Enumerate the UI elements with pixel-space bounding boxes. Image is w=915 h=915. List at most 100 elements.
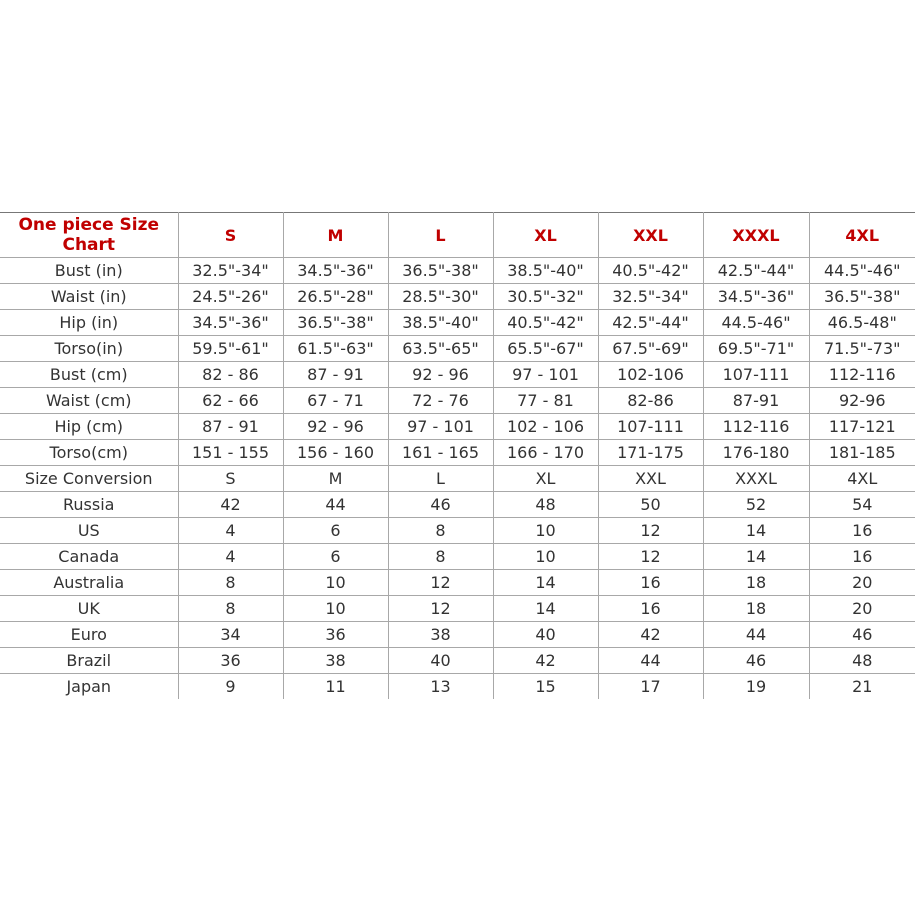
table-cell: 19 [702, 673, 810, 699]
row-label: Hip (cm) [0, 413, 179, 440]
table-cell: 34.5"-36" [282, 257, 389, 284]
table-cell: 30.5"-32" [492, 283, 599, 310]
table-cell: 50 [597, 491, 704, 518]
table-row: Brazil 36 38 40 42 44 46 48 [0, 647, 915, 674]
table-cell: 92-96 [808, 387, 915, 414]
table-cell: 54 [808, 491, 915, 518]
table-cell: 107-111 [702, 361, 810, 388]
table-cell: 11 [282, 673, 389, 699]
table-cell: 42 [177, 491, 284, 518]
table-cell: 36.5"-38" [282, 309, 389, 336]
table-cell: 14 [702, 543, 810, 570]
table-row: Torso(cm) 151 - 155 156 - 160 161 - 165 166 … [0, 439, 915, 466]
row-label: Canada [0, 543, 179, 570]
size-header-l: L [387, 212, 494, 258]
table-cell: 14 [702, 517, 810, 544]
table-cell: 12 [387, 595, 494, 622]
table-cell: 38 [387, 621, 494, 648]
size-header-4xl: 4XL [808, 212, 915, 258]
table-cell: 36.5"-38" [387, 257, 494, 284]
table-cell: 8 [387, 543, 494, 570]
table-row: Torso(in) 59.5"-61" 61.5"-63" 63.5"-65" 65.5… [0, 335, 915, 362]
table-cell: 72 - 76 [387, 387, 494, 414]
table-cell: 67 - 71 [282, 387, 389, 414]
table-cell: 102-106 [597, 361, 704, 388]
table-cell: 14 [492, 569, 599, 596]
row-label: Japan [0, 673, 179, 699]
table-cell: 82 - 86 [177, 361, 284, 388]
table-cell: 151 - 155 [177, 439, 284, 466]
table-cell: 6 [282, 517, 389, 544]
size-chart-table: One piece Size Chart S M L XL XXL XXXL 4… [0, 212, 915, 699]
table-cell: 20 [808, 595, 915, 622]
table-cell: 4 [177, 517, 284, 544]
table-cell: 8 [387, 517, 494, 544]
table-row: Hip (cm) 87 - 91 92 - 96 97 - 101 102 - 106 1… [0, 413, 915, 440]
table-cell: 40.5"-42" [597, 257, 704, 284]
table-cell: 16 [808, 543, 915, 570]
table-cell: 59.5"-61" [177, 335, 284, 362]
table-cell: 24.5"-26" [177, 283, 284, 310]
table-cell: 46 [808, 621, 915, 648]
table-cell: 12 [387, 569, 494, 596]
table-cell: 61.5"-63" [282, 335, 389, 362]
table-cell: 46 [702, 647, 810, 674]
table-cell: 6 [282, 543, 389, 570]
table-row: Size Conversion S M L XL XXL XXXL 4XL [0, 465, 915, 492]
row-label: Bust (in) [0, 257, 179, 284]
size-header-xl: XL [492, 212, 599, 258]
table-cell: 14 [492, 595, 599, 622]
table-cell: 87 - 91 [282, 361, 389, 388]
table-row: US 4 6 8 10 12 14 16 [0, 517, 915, 544]
table-cell: 4XL [808, 465, 915, 492]
table-cell: 52 [702, 491, 810, 518]
row-label: Torso(in) [0, 335, 179, 362]
table-cell: 48 [492, 491, 599, 518]
table-cell: 18 [702, 595, 810, 622]
table-cell: 38 [282, 647, 389, 674]
table-cell: 42.5"-44" [597, 309, 704, 336]
row-label: Hip (in) [0, 309, 179, 336]
table-cell: S [177, 465, 284, 492]
table-cell: 181-185 [808, 439, 915, 466]
table-cell: 112-116 [808, 361, 915, 388]
table-cell: 48 [808, 647, 915, 674]
table-cell: 44 [702, 621, 810, 648]
table-row: Australia 8 10 12 14 16 18 20 [0, 569, 915, 596]
table-cell: 44 [282, 491, 389, 518]
row-label: US [0, 517, 179, 544]
table-cell: 16 [808, 517, 915, 544]
row-label: Waist (cm) [0, 387, 179, 414]
table-cell: 171-175 [597, 439, 704, 466]
table-row: Waist (in) 24.5"-26" 26.5"-28" 28.5"-30" 30.… [0, 283, 915, 310]
table-cell: 10 [282, 595, 389, 622]
table-cell: 71.5"-73" [808, 335, 915, 362]
row-label: Bust (cm) [0, 361, 179, 388]
table-cell: 107-111 [597, 413, 704, 440]
table-cell: 10 [492, 517, 599, 544]
table-cell: 42 [597, 621, 704, 648]
table-cell: 87-91 [702, 387, 810, 414]
table-row: Hip (in) 34.5"-36" 36.5"-38" 38.5"-40" 40.5"… [0, 309, 915, 336]
table-cell: 34.5"-36" [177, 309, 284, 336]
table-cell: 20 [808, 569, 915, 596]
table-cell: 34 [177, 621, 284, 648]
table-cell: 46.5-48" [808, 309, 915, 336]
table-cell: 32.5"-34" [597, 283, 704, 310]
table-cell: 176-180 [702, 439, 810, 466]
table-cell: 13 [387, 673, 494, 699]
header-row: One piece Size Chart S M L XL XXL XXXL 4… [0, 212, 915, 258]
table-cell: 92 - 96 [387, 361, 494, 388]
table-cell: 42.5"-44" [702, 257, 810, 284]
table-cell: XL [492, 465, 599, 492]
table-row: Japan 9 11 13 15 17 19 21 [0, 673, 915, 699]
table-cell: 36.5"-38" [808, 283, 915, 310]
table-row: Canada 4 6 8 10 12 14 16 [0, 543, 915, 570]
table-cell: 87 - 91 [177, 413, 284, 440]
table-cell: 28.5"-30" [387, 283, 494, 310]
table-cell: 102 - 106 [492, 413, 599, 440]
table-cell: 63.5"-65" [387, 335, 494, 362]
table-cell: 44.5-46" [702, 309, 810, 336]
table-cell: 9 [177, 673, 284, 699]
table-cell: 15 [492, 673, 599, 699]
